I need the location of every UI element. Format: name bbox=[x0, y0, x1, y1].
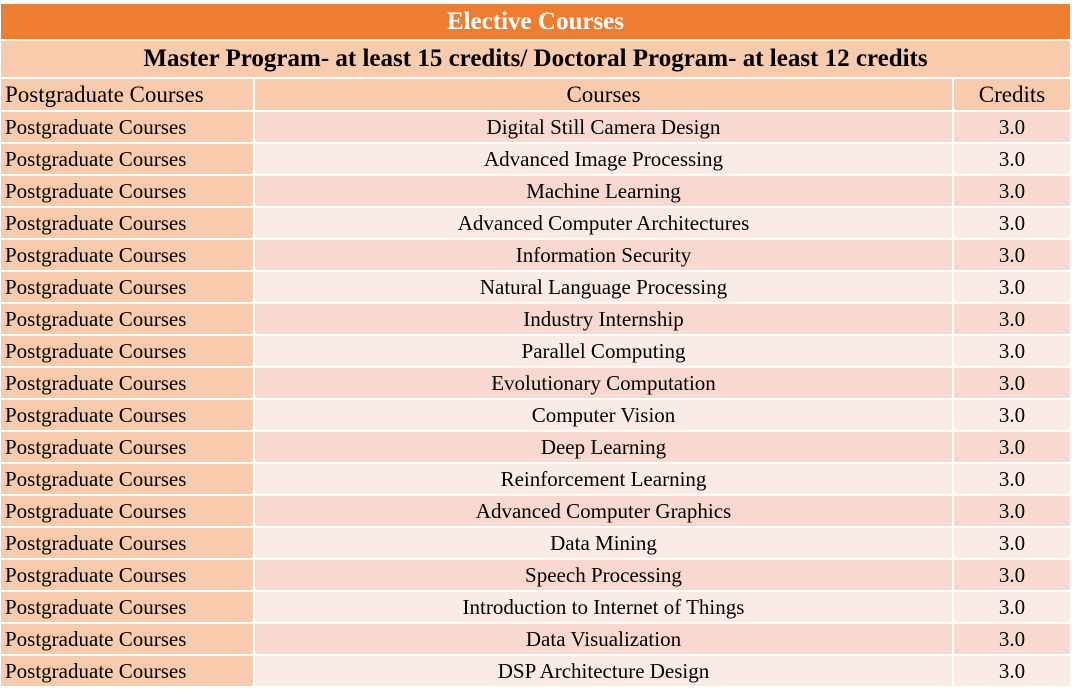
course-name-cell: Speech Processing bbox=[255, 560, 954, 592]
table-title: Elective Courses bbox=[1, 4, 1070, 41]
credits-cell: 3.0 bbox=[954, 144, 1070, 176]
table-row: Postgraduate Courses Industry Internship 3… bbox=[1, 304, 1070, 336]
table-row: Postgraduate Courses Natural Language Pro… bbox=[1, 272, 1070, 304]
column-header-credits: Credits bbox=[954, 79, 1070, 112]
table-row: Postgraduate Courses Deep Learning 3.0 bbox=[1, 432, 1070, 464]
course-rows: Postgraduate Courses Digital Still Camera… bbox=[1, 112, 1070, 688]
category-cell: Postgraduate Courses bbox=[1, 560, 255, 592]
table-row: Postgraduate Courses Machine Learning 3.0 bbox=[1, 176, 1070, 208]
credits-cell: 3.0 bbox=[954, 272, 1070, 304]
table-row: Postgraduate Courses Advanced Computer Gr… bbox=[1, 496, 1070, 528]
table-row: Postgraduate Courses Evolutionary Computa… bbox=[1, 368, 1070, 400]
course-name-cell: Information Security bbox=[255, 240, 954, 272]
category-cell: Postgraduate Courses bbox=[1, 496, 255, 528]
course-name-cell: Deep Learning bbox=[255, 432, 954, 464]
category-cell: Postgraduate Courses bbox=[1, 144, 255, 176]
course-name-cell: Data Visualization bbox=[255, 624, 954, 656]
credits-cell: 3.0 bbox=[954, 592, 1070, 624]
category-cell: Postgraduate Courses bbox=[1, 464, 255, 496]
credits-cell: 3.0 bbox=[954, 432, 1070, 464]
category-cell: Postgraduate Courses bbox=[1, 368, 255, 400]
credits-cell: 3.0 bbox=[954, 560, 1070, 592]
category-cell: Postgraduate Courses bbox=[1, 176, 255, 208]
course-name-cell: Advanced Computer Architectures bbox=[255, 208, 954, 240]
course-name-cell: Evolutionary Computation bbox=[255, 368, 954, 400]
table-row: Postgraduate Courses Advanced Image Proce… bbox=[1, 144, 1070, 176]
credits-cell: 3.0 bbox=[954, 176, 1070, 208]
table-row: Postgraduate Courses Reinforcement Learni… bbox=[1, 464, 1070, 496]
credits-cell: 3.0 bbox=[954, 528, 1070, 560]
category-cell: Postgraduate Courses bbox=[1, 624, 255, 656]
category-cell: Postgraduate Courses bbox=[1, 528, 255, 560]
credits-cell: 3.0 bbox=[954, 304, 1070, 336]
course-name-cell: Introduction to Internet of Things bbox=[255, 592, 954, 624]
column-header-category: Postgraduate Courses bbox=[1, 79, 255, 112]
elective-courses-table: Elective Courses Master Program- at leas… bbox=[1, 4, 1070, 688]
table-row: Postgraduate Courses Introduction to Inte… bbox=[1, 592, 1070, 624]
credits-cell: 3.0 bbox=[954, 336, 1070, 368]
credits-cell: 3.0 bbox=[954, 240, 1070, 272]
category-cell: Postgraduate Courses bbox=[1, 336, 255, 368]
credits-cell: 3.0 bbox=[954, 368, 1070, 400]
credits-cell: 3.0 bbox=[954, 112, 1070, 144]
credits-cell: 3.0 bbox=[954, 464, 1070, 496]
course-name-cell: Parallel Computing bbox=[255, 336, 954, 368]
table-row: Postgraduate Courses Data Mining 3.0 bbox=[1, 528, 1070, 560]
course-name-cell: Industry Internship bbox=[255, 304, 954, 336]
credits-cell: 3.0 bbox=[954, 624, 1070, 656]
course-name-cell: Natural Language Processing bbox=[255, 272, 954, 304]
table-row: Postgraduate Courses Parallel Computing 3.… bbox=[1, 336, 1070, 368]
category-cell: Postgraduate Courses bbox=[1, 400, 255, 432]
course-name-cell: Advanced Image Processing bbox=[255, 144, 954, 176]
table-row: Postgraduate Courses Speech Processing 3.0 bbox=[1, 560, 1070, 592]
course-name-cell: Machine Learning bbox=[255, 176, 954, 208]
table-row: Postgraduate Courses Digital Still Camera… bbox=[1, 112, 1070, 144]
table-row: Postgraduate Courses Computer Vision 3.0 bbox=[1, 400, 1070, 432]
course-name-cell: Advanced Computer Graphics bbox=[255, 496, 954, 528]
course-name-cell: Digital Still Camera Design bbox=[255, 112, 954, 144]
credits-cell: 3.0 bbox=[954, 496, 1070, 528]
category-cell: Postgraduate Courses bbox=[1, 304, 255, 336]
table-row: Postgraduate Courses Information Security… bbox=[1, 240, 1070, 272]
table-row: Postgraduate Courses DSP Architecture Des… bbox=[1, 656, 1070, 688]
category-cell: Postgraduate Courses bbox=[1, 656, 255, 688]
category-cell: Postgraduate Courses bbox=[1, 432, 255, 464]
credit-requirement: Master Program- at least 15 credits/ Doc… bbox=[1, 41, 1070, 79]
table-row: Postgraduate Courses Advanced Computer Ar… bbox=[1, 208, 1070, 240]
credits-cell: 3.0 bbox=[954, 208, 1070, 240]
course-name-cell: Reinforcement Learning bbox=[255, 464, 954, 496]
course-name-cell: Computer Vision bbox=[255, 400, 954, 432]
course-name-cell: DSP Architecture Design bbox=[255, 656, 954, 688]
category-cell: Postgraduate Courses bbox=[1, 272, 255, 304]
category-cell: Postgraduate Courses bbox=[1, 112, 255, 144]
course-name-cell: Data Mining bbox=[255, 528, 954, 560]
category-cell: Postgraduate Courses bbox=[1, 240, 255, 272]
table-row: Postgraduate Courses Data Visualization 3.… bbox=[1, 624, 1070, 656]
column-header-course: Courses bbox=[255, 79, 954, 112]
category-cell: Postgraduate Courses bbox=[1, 592, 255, 624]
credits-cell: 3.0 bbox=[954, 656, 1070, 688]
category-cell: Postgraduate Courses bbox=[1, 208, 255, 240]
credits-cell: 3.0 bbox=[954, 400, 1070, 432]
